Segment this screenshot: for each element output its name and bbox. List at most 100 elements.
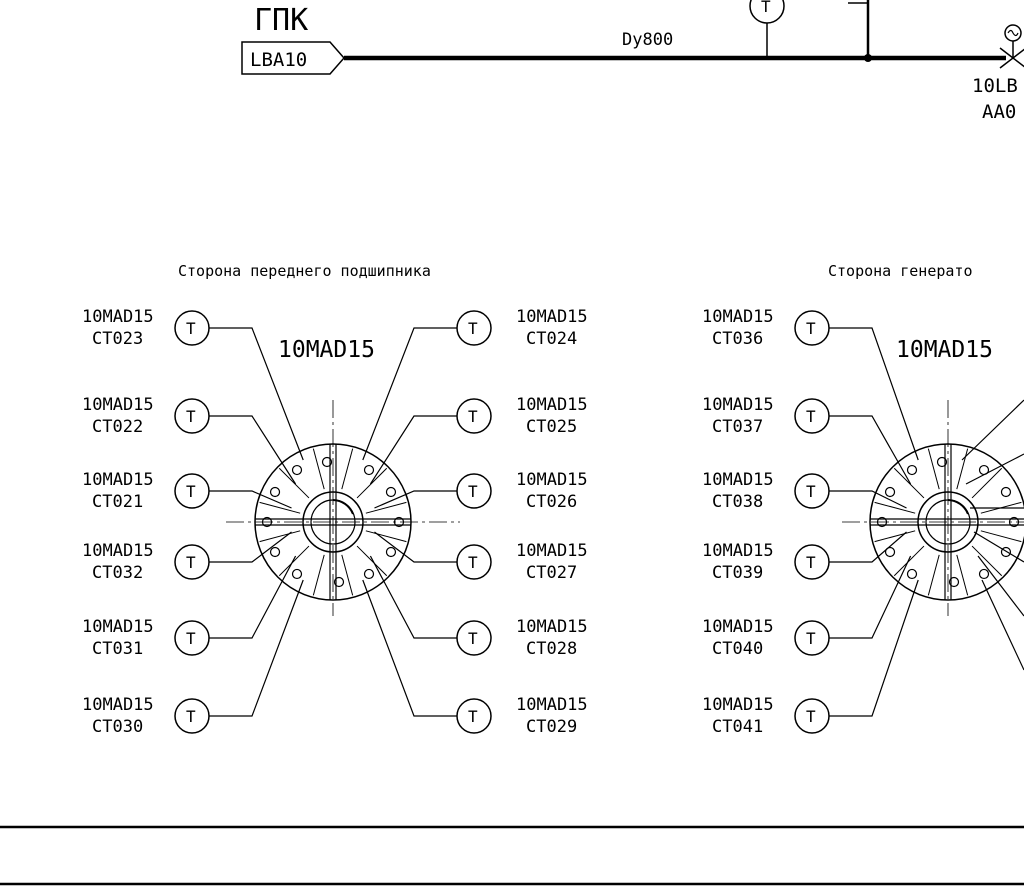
sensor-leader-line [209,531,292,563]
left-bearing-group: 10MAD15 T10MAD15CT023T10MAD15CT022T10MAD… [82,307,588,737]
sensor-tag-label: CT029 [526,717,577,737]
sensor-symbol: T [186,407,196,426]
sensor-leader-line [369,555,457,639]
sensor-leader-line [829,415,912,485]
sensor-symbol: T [806,629,816,648]
thermocouple-hole [261,516,273,528]
pipe-instrument-symbol: T [761,0,771,16]
thermocouple-hole [936,456,948,468]
thermocouple-hole [385,546,397,558]
sensor-leader-line [362,327,457,461]
sensor-unit-label: 10MAD15 [702,695,774,715]
sensor-tag-label: CT030 [92,717,143,737]
sensor-unit-label: 10MAD15 [702,617,774,637]
pipeline-section: ГПК LBA10 Dy800 T 10LB AA0 [241,0,1024,123]
sensor-unit-label: 10MAD15 [516,541,588,561]
sensor-leader-line [362,579,457,717]
source-tag-box[interactable] [241,41,345,75]
sensor-symbol: T [186,629,196,648]
valve-tag-line1: 10LB [972,75,1018,97]
valve-tag-line2: AA0 [982,101,1016,123]
valve-symbol[interactable] [999,24,1024,69]
thermocouple-hole [1000,486,1012,498]
right-bearing-ring [842,400,1024,616]
sensor-tag-label: CT032 [92,563,143,583]
left-sensors-column: T10MAD15CT023T10MAD15CT022T10MAD15CT021T… [82,307,304,737]
sensor-symbol: T [806,319,816,338]
sensor-leader-line [209,327,304,461]
sensor-leader-line [829,490,907,509]
sensor-tag-label: CT025 [526,417,577,437]
pipe-size-label: Dy800 [622,30,673,50]
sensor-symbol: T [806,553,816,572]
sensor-unit-label: 10MAD15 [516,695,588,715]
sensor-leader-line [829,555,912,639]
sensor-unit-label: 10MAD15 [82,617,154,637]
sensor-unit-label: 10MAD15 [82,695,154,715]
sensor-tag-label: CT039 [712,563,763,583]
thermocouple-hole [978,568,990,580]
sensor-unit-label: 10MAD15 [516,617,588,637]
sensor-leader-line [981,579,1024,671]
thermocouple-hole [321,456,333,468]
thermocouple-hole [269,546,281,558]
sensor-symbol: T [468,629,478,648]
left-bearing-spokes [259,448,407,596]
right-group-caption: Сторона генерато [828,262,973,280]
sensor-unit-label: 10MAD15 [702,307,774,327]
sensor-symbol: T [806,482,816,501]
sensor-tag-label: CT031 [92,639,143,659]
sensor-leader-line [961,399,1024,461]
temperature-sensor[interactable]: T 10MAD15 CT024 [362,307,588,461]
thermocouple-hole [1008,516,1020,528]
sensor-leader-line [209,490,292,509]
sensor-symbol: T [186,319,196,338]
source-tag-label: LBA10 [250,49,307,71]
thermocouple-hole [393,516,405,528]
thermocouple-hole [948,576,960,588]
sensor-symbol: T [468,482,478,501]
sensor-leader-line [209,555,297,639]
sensor-leader-line [374,490,457,509]
branch-junction-dot [864,54,872,62]
sensor-symbol: T [468,319,478,338]
sensor-unit-label: 10MAD15 [82,470,154,490]
sensor-symbol: T [186,707,196,726]
sensor-leader-line [973,531,1024,563]
sensor-leader-line [209,415,297,485]
thermocouple-hole [385,486,397,498]
sensor-symbol: T [186,553,196,572]
sensor-tag-label: CT023 [92,329,143,349]
left-sensors-column: T10MAD15CT036T10MAD15CT037T10MAD15CT038T… [702,307,919,737]
sensor-tag-label: CT040 [712,639,763,659]
sensor-unit-label: 10MAD15 [516,395,588,415]
sensor-tag-label: CT028 [526,639,577,659]
thermocouple-hole [906,464,918,476]
sensor-symbol: T [468,553,478,572]
sensor-unit-label: 10MAD15 [702,470,774,490]
sensor-leader-line [965,453,1024,485]
left-group-caption: Сторона переднего подшипника [178,262,431,280]
thermocouple-hole [876,516,888,528]
sensor-tag-label: CT024 [526,329,577,349]
sensor-leader-line [829,531,907,563]
thermocouple-hole [291,464,303,476]
